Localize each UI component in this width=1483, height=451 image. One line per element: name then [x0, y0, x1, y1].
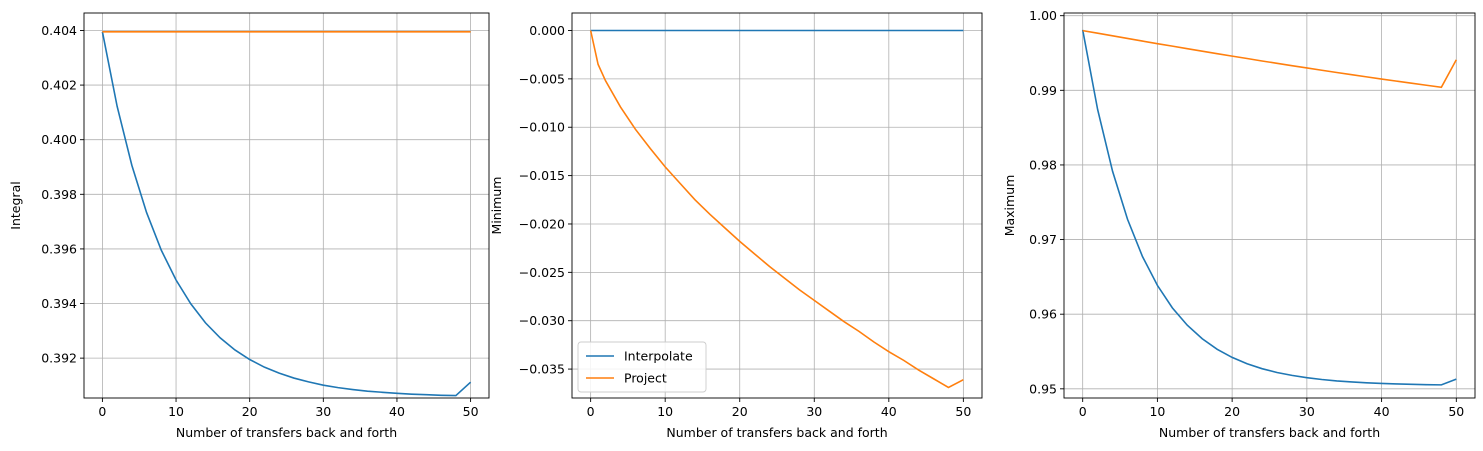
- series-line-interpolate: [1081, 29, 1457, 386]
- x-tick-label: 0: [98, 404, 106, 419]
- y-tick-label: 1.00: [1029, 8, 1057, 23]
- x-tick-label: 30: [1299, 404, 1315, 419]
- y-tick-label: 0.392: [41, 351, 77, 366]
- y-tick-label: 0.96: [1029, 307, 1057, 322]
- x-tick-label: 20: [732, 404, 748, 419]
- y-axis-label: Integral: [8, 181, 23, 229]
- x-tick-label: 50: [463, 404, 479, 419]
- x-axis-label: Number of transfers back and forth: [1159, 425, 1380, 440]
- x-tick-label: 30: [315, 404, 331, 419]
- x-tick-label: 10: [168, 404, 184, 419]
- y-axis-label: Minimum: [489, 177, 504, 235]
- x-tick-label: 20: [242, 404, 258, 419]
- x-tick-label: 50: [1448, 404, 1464, 419]
- y-tick-label: 0.400: [41, 132, 77, 147]
- legend-label-project: Project: [624, 371, 667, 386]
- subplot-3: 0 10 20 30 40 50 0.95 0.96 0.97 0.98 0.99 1.00 Numbe…: [1002, 8, 1476, 440]
- axes-frame: [571, 12, 983, 399]
- y-tick-label: 0.404: [41, 23, 77, 38]
- x-tick-label: 20: [1224, 404, 1240, 419]
- y-tick-label: 0.99: [1029, 83, 1057, 98]
- y-tick-label: −0.005: [519, 71, 565, 86]
- subplot-2: 0 10 20 30 40 50 −0.035 −0.030 −0.025 −0.020 −0.01…: [489, 12, 983, 440]
- y-tick-label: −0.035: [519, 362, 565, 377]
- x-tick-label: 10: [657, 404, 673, 419]
- x-tick-label: 40: [1374, 404, 1390, 419]
- x-axis-label: Number of transfers back and forth: [176, 425, 397, 440]
- y-tick-label: −0.025: [519, 265, 565, 280]
- legend-label-interpolate: Interpolate: [624, 349, 693, 364]
- x-tick-label: 0: [587, 404, 595, 419]
- y-tick-label: −0.015: [519, 168, 565, 183]
- y-tick-label: 0.396: [41, 241, 77, 256]
- legend-box: [577, 341, 707, 393]
- legend: Interpolate Project: [577, 341, 707, 393]
- y-tick-label: −0.020: [519, 216, 565, 231]
- series-line-interpolate: [101, 31, 472, 397]
- y-tick-label: 0.98: [1029, 157, 1057, 172]
- series-line-project: [1082, 29, 1458, 89]
- x-axis-label: Number of transfers back and forth: [666, 425, 887, 440]
- y-tick-label: 0.402: [41, 78, 77, 93]
- axes-frame: [1063, 12, 1476, 399]
- x-tick-label: 50: [955, 404, 971, 419]
- y-tick-label: 0.95: [1029, 381, 1057, 396]
- y-tick-label: 0.97: [1029, 232, 1057, 247]
- subplot-1: 0 10 20 30 40 50 0.392 0.394 0.396 0.398 0.400 0.40…: [8, 12, 490, 440]
- y-tick-label: 0.398: [41, 187, 77, 202]
- y-tick-label: 0.000: [529, 23, 565, 38]
- y-tick-label: 0.394: [41, 296, 77, 311]
- x-tick-label: 40: [389, 404, 405, 419]
- x-tick-label: 40: [881, 404, 897, 419]
- x-tick-label: 10: [1149, 404, 1165, 419]
- y-axis-label: Maximum: [1002, 175, 1017, 237]
- y-tick-label: −0.030: [519, 313, 565, 328]
- x-tick-label: 0: [1079, 404, 1087, 419]
- series-line-project: [589, 30, 964, 389]
- axes-frame: [83, 12, 490, 399]
- x-tick-label: 30: [806, 404, 822, 419]
- y-tick-label: −0.010: [519, 120, 565, 135]
